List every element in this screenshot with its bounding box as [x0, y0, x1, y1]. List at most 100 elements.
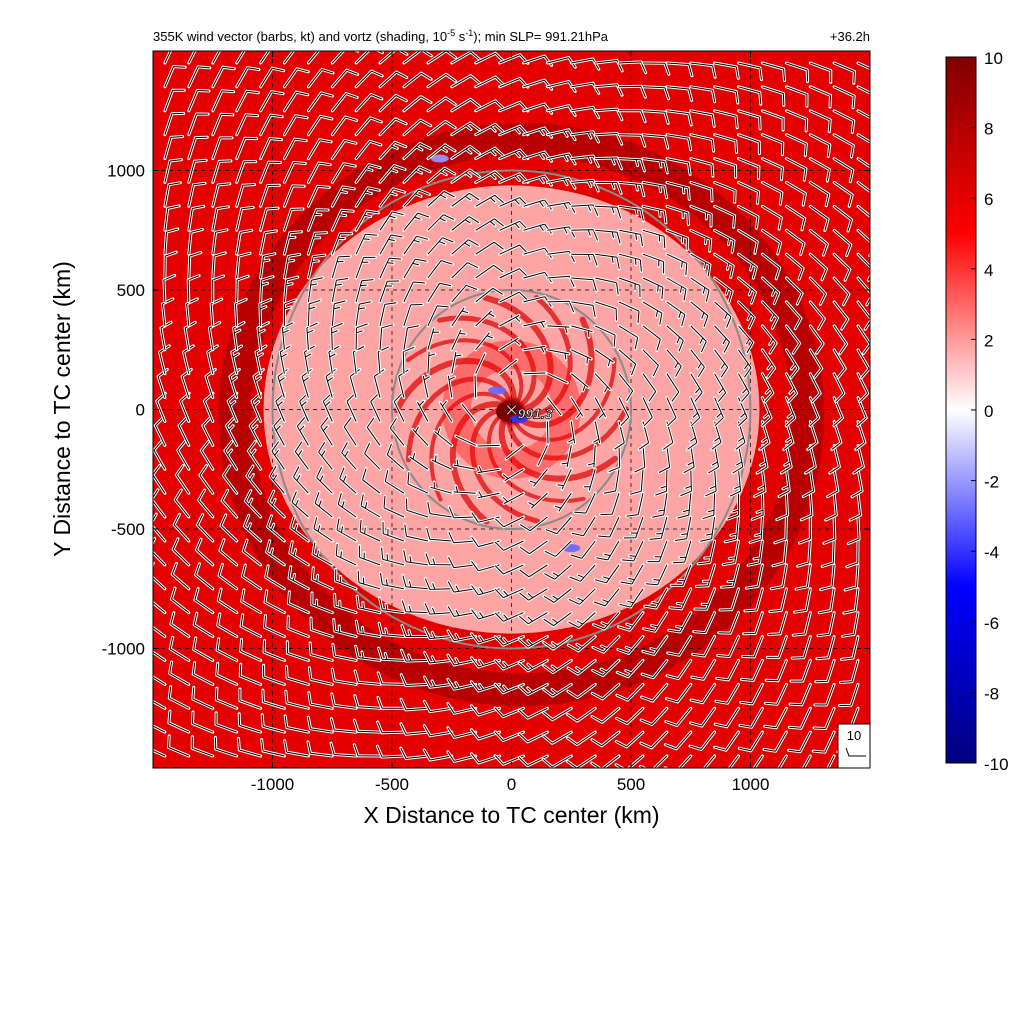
wind-barb	[358, 518, 382, 543]
wind-barb	[423, 651, 454, 665]
wind-barb	[207, 320, 222, 352]
wind-barb	[760, 324, 778, 355]
wind-barb	[282, 90, 310, 113]
wind-barb	[665, 109, 693, 127]
wind-barb	[183, 320, 197, 352]
wind-barb	[822, 515, 837, 545]
colorbar-tick-label: 10	[984, 49, 1003, 68]
wind-barb	[214, 686, 239, 710]
wind-barb	[664, 706, 693, 727]
wind-barb	[586, 443, 597, 469]
wind-barb	[423, 601, 454, 616]
wind-barb	[474, 240, 505, 256]
wind-barb	[545, 396, 563, 417]
wind-barb	[378, 301, 398, 328]
wind-barb	[760, 180, 784, 206]
wind-barb	[446, 604, 478, 618]
wind-barb	[590, 730, 621, 748]
wind-barb	[569, 276, 598, 293]
wind-barb	[545, 324, 571, 335]
wind-barb	[841, 611, 860, 638]
wind-barb	[276, 368, 289, 400]
wind-barb	[593, 252, 621, 271]
wind-barb	[330, 92, 359, 113]
wind-barb	[522, 126, 554, 139]
wind-barb	[644, 563, 669, 587]
wind-barb	[737, 228, 759, 255]
wind-barb	[474, 217, 506, 232]
wind-barb	[426, 213, 456, 232]
wind-barb	[619, 563, 645, 586]
vorticity-spiral-arm	[469, 407, 541, 524]
wind-barb	[731, 443, 745, 475]
wind-barb	[808, 85, 832, 109]
wind-barb	[288, 540, 310, 567]
wind-barb	[617, 180, 646, 198]
wind-barb	[402, 324, 421, 352]
wind-barb	[354, 93, 384, 113]
wind-barb	[177, 415, 191, 447]
wind-barb	[192, 636, 215, 662]
wind-barb	[211, 274, 226, 304]
wind-barb	[340, 440, 358, 471]
wind-barb	[688, 754, 717, 768]
wind-barb	[716, 635, 740, 658]
reference-barb-key: 10	[837, 723, 871, 769]
wind-barb	[689, 157, 715, 178]
wind-barb	[331, 642, 358, 662]
wind-barb	[760, 276, 781, 306]
wind-barb	[378, 210, 406, 232]
forecast-time: +36.2h	[830, 29, 870, 44]
wind-barb	[446, 374, 457, 400]
wind-barb	[282, 161, 307, 184]
wind-barb	[252, 368, 265, 400]
wind-barb	[569, 396, 585, 420]
wind-barb	[750, 491, 765, 521]
wind-barb	[259, 252, 277, 280]
wind-barb	[842, 587, 860, 615]
wind-barb	[752, 754, 764, 768]
wind-barb	[689, 109, 716, 128]
wind-barb	[703, 467, 718, 498]
wind-barb	[307, 691, 334, 710]
wind-barb	[713, 730, 740, 752]
wind-barb	[762, 730, 788, 753]
x-axis-label: X Distance to TC center (km)	[363, 802, 659, 828]
wind-barb	[828, 443, 841, 475]
wind-barb	[569, 324, 594, 339]
wind-barb	[737, 348, 753, 379]
wind-barb	[306, 184, 331, 208]
wind-barb	[566, 635, 597, 653]
wind-barb	[567, 611, 597, 629]
wind-barb	[760, 109, 785, 132]
vorticity-spiral-arm	[511, 357, 617, 442]
wind-barb	[153, 724, 167, 734]
wind-barb	[713, 133, 738, 154]
wind-barb	[737, 109, 762, 131]
wind-barb	[741, 635, 764, 659]
wind-barb	[641, 180, 669, 200]
wind-barb	[737, 133, 761, 156]
wind-barb	[737, 276, 757, 305]
wind-barb	[354, 139, 383, 161]
wind-barb	[217, 562, 239, 591]
wind-barb	[713, 372, 728, 404]
wind-barb	[245, 464, 263, 495]
wind-barb	[259, 229, 279, 256]
wind-barb	[307, 666, 334, 686]
wind-barb	[801, 754, 812, 768]
wind-barb	[628, 467, 645, 496]
wind-barb	[259, 275, 275, 304]
negative-vorticity-patch	[488, 386, 507, 395]
wind-barb	[470, 608, 502, 621]
wind-barb	[447, 505, 478, 520]
wind-barb	[737, 180, 760, 205]
colorbar-tick-label: 2	[984, 331, 993, 350]
wind-barb	[353, 669, 382, 686]
wind-barb	[213, 735, 239, 758]
wind-barb	[282, 230, 303, 256]
colorbar-tick-label: -4	[984, 543, 999, 562]
wind-barb	[566, 682, 597, 700]
wind-barb	[215, 637, 239, 662]
wind-barb	[808, 300, 826, 331]
